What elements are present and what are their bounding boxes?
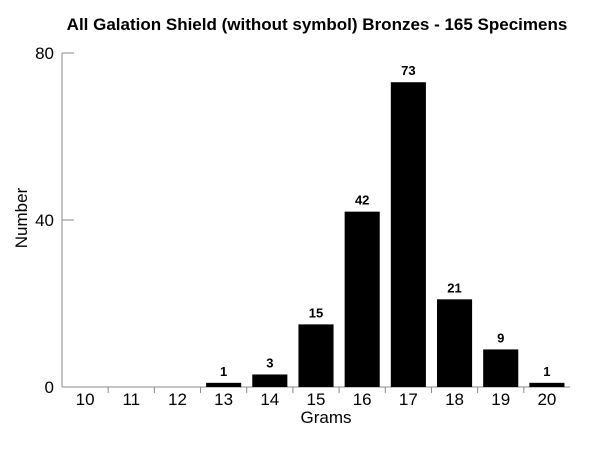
x-tick-label-17: 17: [399, 390, 418, 409]
data-label-19: 9: [497, 330, 504, 345]
data-label-13: 1: [220, 364, 227, 379]
chart-title: All Galation Shield (without symbol) Bro…: [67, 15, 568, 34]
x-tick-label-11: 11: [122, 390, 140, 409]
x-tick-label-13: 13: [214, 390, 233, 409]
bar-15: [298, 324, 334, 387]
x-tick-label-14: 14: [260, 390, 279, 409]
x-tick-label-18: 18: [445, 390, 464, 409]
y-tick-label: 0: [45, 378, 54, 397]
x-tick-label-16: 16: [353, 390, 372, 409]
data-label-17: 73: [401, 63, 415, 78]
y-tick-label: 40: [35, 211, 54, 230]
x-ticks: 10 11 12 13 14 15 16 17 18 19 20: [76, 387, 556, 409]
bar-20: [529, 382, 565, 387]
x-tick-label-10: 10: [76, 390, 95, 409]
x-tick-label-20: 20: [537, 390, 556, 409]
bars: [206, 82, 565, 387]
data-label-15: 15: [309, 305, 323, 320]
x-tick-label-19: 19: [491, 390, 510, 409]
bar-16: [344, 211, 380, 387]
y-axis-label: Number: [12, 187, 31, 248]
bar-13: [206, 382, 242, 387]
data-labels: 1 3 15 42 73 21 9 1: [220, 63, 551, 379]
bar-14: [252, 374, 288, 387]
x-tick-label-15: 15: [307, 390, 326, 409]
bar-19: [483, 349, 519, 387]
data-label-20: 1: [543, 364, 550, 379]
data-label-16: 42: [355, 193, 369, 208]
bar-18: [436, 299, 473, 387]
bar-17: [390, 82, 426, 387]
data-label-18: 21: [447, 280, 461, 295]
x-axis-label: Grams: [301, 408, 352, 427]
y-tick-label: 80: [35, 44, 54, 63]
y-ticks: 0 40 80: [35, 44, 74, 397]
data-label-14: 3: [266, 355, 273, 370]
x-tick-label-12: 12: [168, 390, 187, 409]
